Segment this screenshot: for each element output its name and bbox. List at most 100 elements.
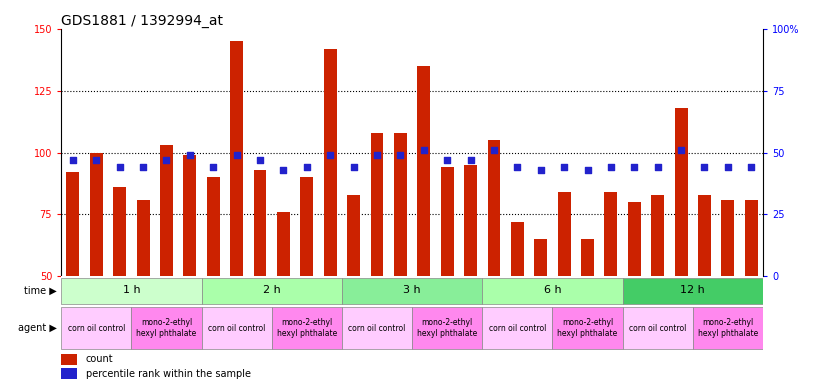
Text: corn oil control: corn oil control bbox=[208, 324, 265, 333]
Text: mono-2-ethyl
hexyl phthalate: mono-2-ethyl hexyl phthalate bbox=[277, 318, 337, 338]
Text: GSM100975: GSM100975 bbox=[324, 279, 330, 319]
Point bbox=[206, 164, 220, 170]
Bar bbox=[745, 200, 758, 276]
Point bbox=[557, 164, 570, 170]
Bar bbox=[342, 307, 412, 349]
Text: corn oil control: corn oil control bbox=[489, 324, 546, 333]
Text: GSM100974: GSM100974 bbox=[301, 279, 307, 319]
Text: GSM100968: GSM100968 bbox=[745, 279, 752, 319]
Bar bbox=[370, 133, 384, 276]
Bar bbox=[464, 165, 477, 276]
Bar bbox=[160, 145, 173, 276]
Point bbox=[441, 157, 454, 163]
Text: corn oil control: corn oil control bbox=[629, 324, 686, 333]
Bar bbox=[412, 307, 482, 349]
Text: 6 h: 6 h bbox=[543, 285, 561, 295]
Bar bbox=[136, 200, 149, 276]
Bar bbox=[557, 192, 570, 276]
Text: GSM100958: GSM100958 bbox=[207, 279, 213, 319]
Point bbox=[66, 157, 79, 163]
Point bbox=[675, 147, 688, 153]
Text: GSM100973: GSM100973 bbox=[277, 279, 283, 319]
Text: GSM100962: GSM100962 bbox=[394, 279, 401, 319]
Bar bbox=[324, 49, 337, 276]
Text: mono-2-ethyl
hexyl phthalate: mono-2-ethyl hexyl phthalate bbox=[698, 318, 758, 338]
Bar bbox=[628, 202, 641, 276]
Point bbox=[581, 167, 594, 173]
Bar bbox=[693, 307, 763, 349]
Point bbox=[511, 164, 524, 170]
Point bbox=[698, 164, 711, 170]
Bar bbox=[66, 172, 79, 276]
Bar bbox=[131, 307, 202, 349]
Bar bbox=[581, 239, 594, 276]
Text: GSM100965: GSM100965 bbox=[534, 279, 541, 319]
Text: GSM100952: GSM100952 bbox=[652, 279, 658, 319]
Bar bbox=[417, 66, 430, 276]
Text: GSM100956: GSM100956 bbox=[91, 279, 96, 319]
Bar bbox=[206, 177, 220, 276]
Text: GSM100976: GSM100976 bbox=[418, 279, 424, 319]
Point bbox=[370, 152, 384, 158]
Point bbox=[277, 167, 290, 173]
Bar bbox=[623, 307, 693, 349]
Bar bbox=[61, 307, 131, 349]
Text: GSM100951: GSM100951 bbox=[628, 279, 634, 319]
Point bbox=[160, 157, 173, 163]
Text: GSM100955: GSM100955 bbox=[67, 279, 73, 319]
Point bbox=[90, 157, 103, 163]
Bar bbox=[721, 200, 734, 276]
Point bbox=[487, 147, 500, 153]
Text: GDS1881 / 1392994_at: GDS1881 / 1392994_at bbox=[61, 14, 224, 28]
Bar bbox=[254, 170, 267, 276]
Text: mono-2-ethyl
hexyl phthalate: mono-2-ethyl hexyl phthalate bbox=[136, 318, 197, 338]
Text: mono-2-ethyl
hexyl phthalate: mono-2-ethyl hexyl phthalate bbox=[557, 318, 618, 338]
Point bbox=[394, 152, 407, 158]
Bar bbox=[184, 155, 197, 276]
Bar bbox=[342, 278, 482, 304]
Bar bbox=[90, 152, 103, 276]
Text: GSM100980: GSM100980 bbox=[582, 279, 588, 319]
Bar bbox=[482, 278, 623, 304]
Point bbox=[136, 164, 149, 170]
Text: time ▶: time ▶ bbox=[24, 286, 56, 296]
Point bbox=[605, 164, 618, 170]
Point bbox=[534, 167, 548, 173]
Text: GSM100978: GSM100978 bbox=[464, 279, 471, 319]
Bar bbox=[623, 278, 763, 304]
Bar bbox=[61, 368, 77, 379]
Text: 12 h: 12 h bbox=[681, 285, 705, 295]
Text: mono-2-ethyl
hexyl phthalate: mono-2-ethyl hexyl phthalate bbox=[417, 318, 477, 338]
Point bbox=[184, 152, 197, 158]
Bar bbox=[202, 307, 272, 349]
Bar bbox=[202, 278, 342, 304]
Bar bbox=[300, 177, 313, 276]
Point bbox=[651, 164, 664, 170]
Text: 1 h: 1 h bbox=[122, 285, 140, 295]
Text: GSM100972: GSM100972 bbox=[254, 279, 260, 319]
Text: GSM100966: GSM100966 bbox=[698, 279, 704, 319]
Point bbox=[464, 157, 477, 163]
Text: GSM100970: GSM100970 bbox=[161, 279, 166, 319]
Bar bbox=[61, 354, 77, 365]
Text: GSM100963: GSM100963 bbox=[488, 279, 494, 319]
Bar bbox=[347, 195, 360, 276]
Text: GSM100971: GSM100971 bbox=[184, 279, 190, 319]
Point bbox=[628, 164, 641, 170]
Bar bbox=[277, 212, 290, 276]
Bar bbox=[698, 195, 711, 276]
Point bbox=[254, 157, 267, 163]
Bar bbox=[651, 195, 664, 276]
Point bbox=[745, 164, 758, 170]
Point bbox=[300, 164, 313, 170]
Bar bbox=[272, 307, 342, 349]
Point bbox=[324, 152, 337, 158]
Text: GSM100969: GSM100969 bbox=[137, 279, 143, 319]
Text: GSM100960: GSM100960 bbox=[348, 279, 353, 319]
Text: agent ▶: agent ▶ bbox=[18, 323, 56, 333]
Text: corn oil control: corn oil control bbox=[348, 324, 406, 333]
Text: corn oil control: corn oil control bbox=[68, 324, 125, 333]
Text: GSM100959: GSM100959 bbox=[231, 279, 237, 319]
Text: percentile rank within the sample: percentile rank within the sample bbox=[86, 369, 251, 379]
Point bbox=[230, 152, 243, 158]
